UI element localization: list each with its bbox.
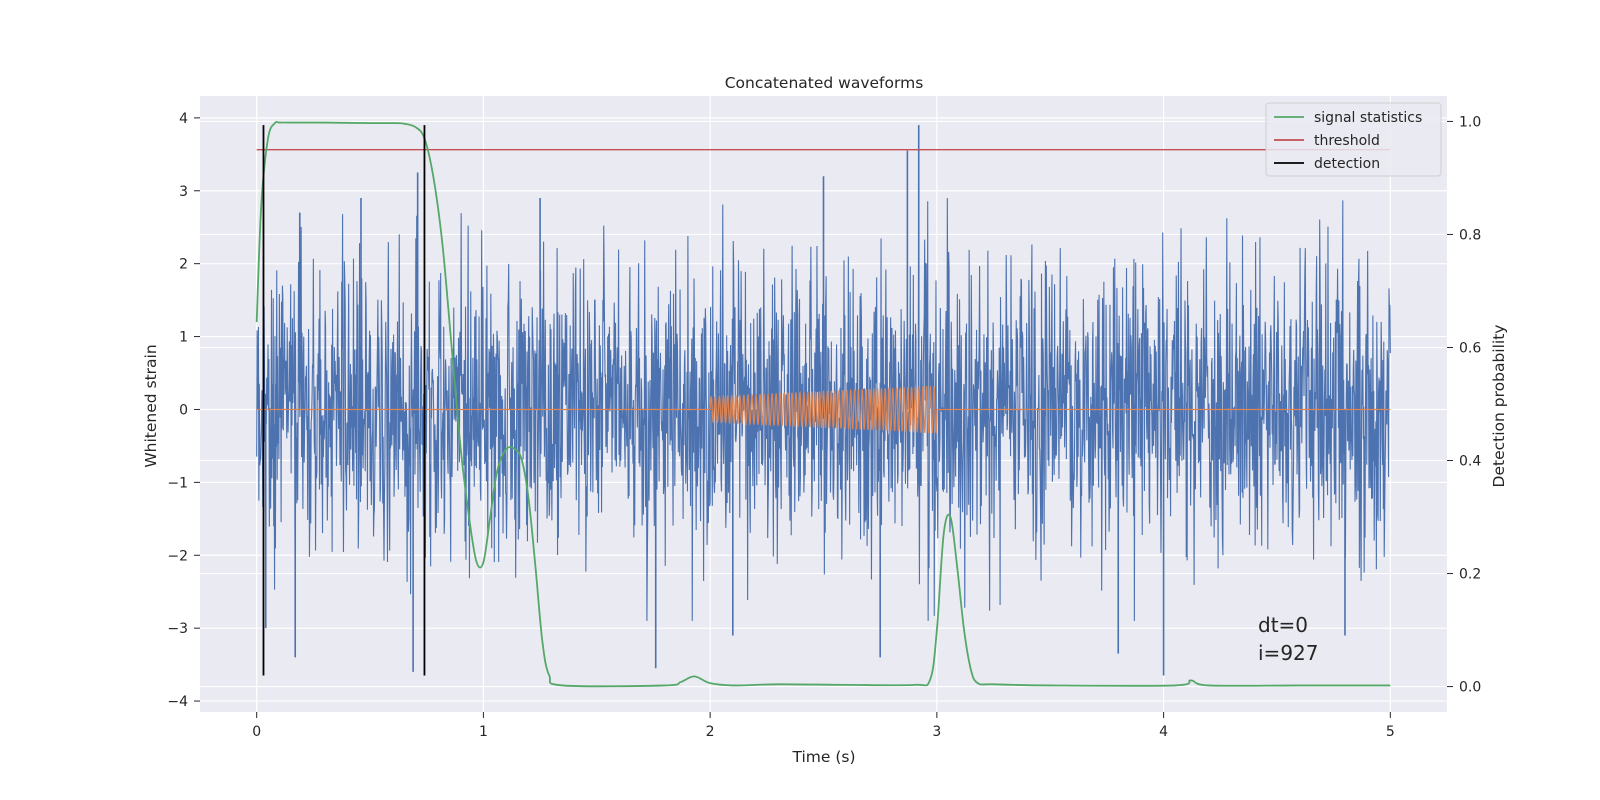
- y-tick-label: 3: [179, 184, 188, 200]
- legend-box: [1265, 102, 1442, 177]
- y-axis-ticks: −4 −3 −2 −1 0 1 2 3 4: [167, 111, 200, 710]
- strain-noise-series: [256, 198, 1391, 621]
- y-axis-label: Whitened strain: [142, 344, 160, 467]
- strain-peaks: [264, 125, 1346, 676]
- right-axis-label: Detection probability: [1490, 325, 1508, 488]
- y-tick-label: 0: [179, 402, 188, 418]
- chart-title: Concatenated waveforms: [725, 74, 924, 92]
- legend-label-signal-statistics: signal statistics: [1314, 110, 1422, 126]
- right-tick-label: 0.2: [1459, 567, 1481, 583]
- right-tick-label: 0.4: [1459, 454, 1481, 470]
- right-tick-label: 0.6: [1459, 340, 1481, 356]
- right-tick-label: 1.0: [1459, 114, 1481, 130]
- y-tick-label: −4: [167, 694, 188, 710]
- injected-waveform-series: [256, 385, 1391, 434]
- x-tick-label: 1: [479, 724, 488, 740]
- y-tick-label: −1: [167, 475, 188, 491]
- y-tick-label: −2: [167, 548, 188, 564]
- annotation-dt: dt=0: [1258, 613, 1308, 637]
- right-axis-ticks: 0.0 0.2 0.4 0.6 0.8 1.0: [1447, 114, 1481, 696]
- y-tick-label: 2: [179, 257, 188, 273]
- annotation-index: i=927: [1258, 641, 1319, 665]
- legend: signal statistics threshold detection: [1265, 102, 1442, 177]
- y-tick-label: 4: [179, 111, 188, 127]
- x-axis-label: Time (s): [791, 748, 855, 766]
- x-axis-ticks: 0 1 2 3 4 5: [252, 712, 1395, 740]
- x-tick-label: 2: [706, 724, 715, 740]
- y-tick-label: 1: [179, 330, 188, 346]
- signal-statistics-line: [255, 120, 1391, 688]
- legend-label-threshold: threshold: [1314, 133, 1380, 149]
- right-tick-label: 0.8: [1459, 227, 1481, 243]
- x-tick-label: 0: [252, 724, 261, 740]
- legend-label-detection: detection: [1314, 156, 1380, 172]
- right-tick-label: 0.0: [1459, 680, 1481, 696]
- x-tick-label: 5: [1386, 724, 1395, 740]
- detection-lines: [262, 125, 426, 676]
- x-tick-label: 3: [932, 724, 941, 740]
- x-tick-label: 4: [1159, 724, 1168, 740]
- y-tick-label: −3: [167, 621, 188, 637]
- plot-clip-group: [255, 120, 1391, 688]
